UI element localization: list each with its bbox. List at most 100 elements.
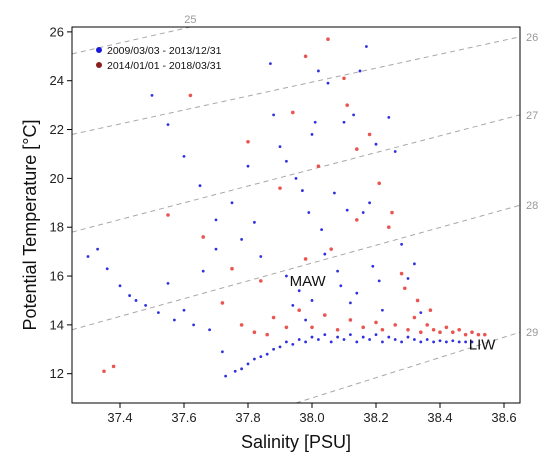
data-point-s1-102 (297, 289, 301, 293)
data-point-s1-5 (134, 299, 138, 302)
data-point-s1-100 (285, 274, 288, 278)
x-tick-label-6: 38.6 (491, 410, 516, 425)
data-point-s1-28 (304, 340, 307, 344)
data-point-s2-29 (399, 271, 404, 276)
data-point-s1-2 (105, 267, 109, 271)
data-point-s1-85 (393, 150, 397, 153)
data-point-s1-93 (240, 238, 244, 241)
data-point-s2-23 (361, 325, 366, 330)
data-point-s1-22 (265, 352, 269, 356)
data-point-s1-40 (381, 340, 384, 344)
data-point-s1-46 (419, 340, 423, 344)
data-point-s1-65 (320, 228, 323, 232)
data-point-s1-20 (253, 357, 256, 361)
isopycnal-labels: 25 26 27 28 29 (184, 14, 538, 339)
isopycnal-label-27: 27 (526, 110, 538, 122)
data-point-s2-22 (355, 218, 359, 222)
annotation-liw: LIW (469, 336, 497, 353)
data-point-s1-54 (470, 340, 474, 344)
isopycnal-line-28 (72, 204, 520, 331)
isopycnal-label-26: 26 (526, 32, 538, 44)
data-point-s1-58 (285, 159, 288, 163)
data-point-s2-18 (329, 247, 334, 251)
x-tick-label-4: 38.2 (363, 410, 388, 425)
data-point-s1-94 (230, 201, 234, 205)
x-axis-title: Salinity [PSU] (241, 432, 351, 452)
data-point-s1-50 (445, 340, 448, 344)
data-point-s2-4 (201, 235, 205, 239)
data-point-s2-33 (425, 323, 430, 327)
data-point-s1-56 (272, 113, 275, 117)
data-point-s1-55 (269, 62, 272, 66)
data-point-s2-45 (345, 103, 350, 107)
data-point-s1-24 (278, 345, 282, 349)
legend-label-2: 2014/01/01 - 2018/03/31 (107, 60, 222, 72)
data-point-s1-35 (349, 333, 352, 337)
data-point-s2-34 (431, 327, 436, 332)
y-tick-label-2: 16 (50, 269, 64, 284)
data-point-s2-39 (463, 332, 468, 337)
annotation-maw: MAW (290, 273, 327, 290)
data-point-s1-97 (182, 155, 186, 158)
data-point-s1-25 (285, 340, 288, 344)
data-point-s1-45 (413, 338, 416, 341)
data-point-s1-7 (157, 311, 160, 315)
data-point-s1-53 (464, 340, 467, 344)
data-point-s1-63 (313, 120, 317, 124)
data-point-s1-17 (233, 369, 237, 373)
x-tick-label-1: 37.6 (171, 410, 196, 425)
data-point-s1-8 (166, 281, 170, 285)
data-point-s1-60 (301, 189, 304, 192)
data-point-s2-7 (246, 139, 250, 144)
data-point-s2-32 (419, 330, 423, 334)
data-point-s1-59 (294, 176, 298, 180)
data-point-s2-51 (428, 308, 433, 313)
data-point-s1-67 (326, 81, 330, 85)
data-points (86, 37, 487, 378)
data-point-s2-15 (310, 325, 314, 330)
data-point-s1-80 (371, 264, 375, 268)
data-point-s2-27 (387, 225, 391, 230)
legend-marker-2 (96, 62, 102, 68)
data-point-s2-42 (483, 332, 487, 337)
isopycnal-line-29 (295, 331, 520, 403)
data-point-s2-17 (323, 313, 327, 317)
data-point-s1-81 (374, 142, 378, 146)
legend-marker-1 (96, 47, 102, 53)
data-point-s1-34 (342, 338, 346, 341)
y-tick-label-6: 24 (50, 73, 64, 88)
data-point-s1-37 (361, 335, 365, 339)
data-point-s1-36 (355, 340, 359, 344)
data-point-s2-53 (252, 330, 257, 334)
data-point-s1-68 (333, 191, 336, 195)
data-point-s1-26 (291, 343, 295, 346)
data-point-s2-13 (297, 308, 302, 313)
data-point-s1-33 (336, 335, 339, 339)
data-point-s2-8 (259, 279, 263, 283)
data-point-s2-35 (438, 330, 442, 334)
data-point-s1-38 (368, 338, 371, 341)
data-point-s2-14 (303, 257, 308, 261)
data-point-s1-62 (310, 133, 314, 136)
isopycnal-lines (72, 27, 520, 403)
y-axis-title: Potential Temperature [°C] (20, 120, 40, 331)
data-point-s2-24 (367, 132, 372, 137)
data-point-s2-48 (390, 210, 394, 215)
isopycnal-label-28: 28 (526, 200, 538, 212)
data-point-s1-83 (381, 308, 384, 312)
data-point-s2-50 (415, 298, 420, 303)
y-tick-label-7: 26 (50, 24, 64, 39)
data-point-s2-46 (355, 147, 359, 151)
data-point-s1-104 (310, 299, 314, 302)
data-point-s2-6 (230, 266, 234, 271)
data-point-s1-39 (374, 333, 378, 337)
data-point-s2-3 (188, 93, 193, 98)
data-point-s2-25 (374, 320, 378, 325)
data-point-s1-48 (432, 340, 435, 344)
x-axis: 37.4 37.6 37.8 38.0 38.2 38.4 38.6 (107, 403, 517, 425)
data-point-s1-31 (323, 333, 327, 337)
data-point-s1-103 (304, 318, 307, 322)
x-tick-label-3: 38.0 (299, 410, 324, 425)
y-tick-label-0: 12 (50, 366, 64, 381)
